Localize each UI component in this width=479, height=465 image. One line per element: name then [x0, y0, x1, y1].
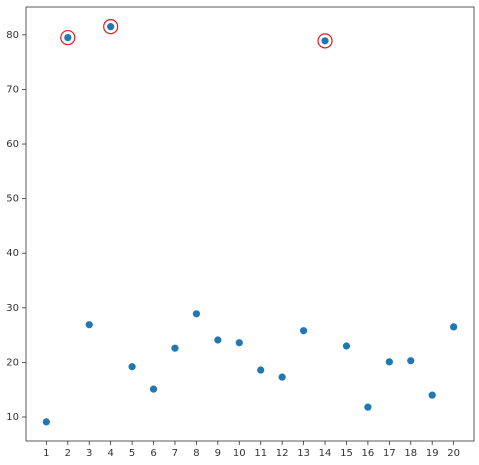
x-tick-label: 4 [107, 448, 113, 459]
x-tick-label: 15 [340, 448, 353, 459]
point [149, 385, 158, 393]
outlier-ring [103, 19, 119, 35]
point [299, 327, 308, 335]
point [257, 366, 265, 374]
y-tick-label: 70 [6, 84, 19, 95]
y-tick-label: 10 [6, 412, 19, 423]
x-tick-label: 19 [426, 448, 439, 459]
y-tick-label: 50 [6, 194, 19, 205]
plot-frame [25, 6, 475, 442]
point [450, 323, 458, 331]
x-tick-label: 6 [150, 448, 156, 459]
outlier-ring [317, 33, 333, 49]
y-tick-label: 60 [6, 139, 19, 150]
x-tick-label: 20 [447, 448, 460, 459]
x-tick-label: 9 [215, 448, 221, 459]
x-tick-label: 8 [193, 448, 199, 459]
outlier-ring [60, 29, 76, 46]
point [364, 403, 372, 411]
y-tick-label: 80 [6, 30, 19, 41]
x-tick-label: 16 [362, 448, 375, 459]
x-tick-label: 5 [129, 448, 135, 459]
y-tick-label: 20 [6, 357, 19, 368]
y-tick-label: 40 [6, 248, 19, 259]
x-tick-label: 11 [254, 448, 267, 459]
y-tick-label: 30 [6, 303, 19, 314]
point [278, 373, 286, 381]
x-tick-label: 18 [404, 448, 417, 459]
x-tick-label: 3 [86, 448, 92, 459]
point [42, 418, 50, 426]
point [64, 33, 72, 42]
point [214, 336, 222, 344]
point [107, 23, 115, 31]
x-tick-label: 14 [319, 448, 332, 459]
x-tick-label: 17 [383, 448, 396, 459]
x-tick-label: 2 [65, 448, 71, 459]
point [385, 358, 393, 366]
x-tick-label: 1 [43, 448, 49, 459]
point [171, 344, 179, 352]
point [407, 357, 415, 365]
point [192, 310, 201, 318]
point [342, 342, 351, 350]
point [428, 391, 436, 399]
point [321, 37, 329, 45]
x-tick-label: 10 [233, 448, 246, 459]
x-tick-label: 7 [172, 448, 178, 459]
point [85, 321, 93, 329]
point [128, 363, 136, 371]
x-tick-label: 12 [276, 448, 289, 459]
point [235, 339, 243, 347]
x-tick-label: 13 [297, 448, 310, 459]
